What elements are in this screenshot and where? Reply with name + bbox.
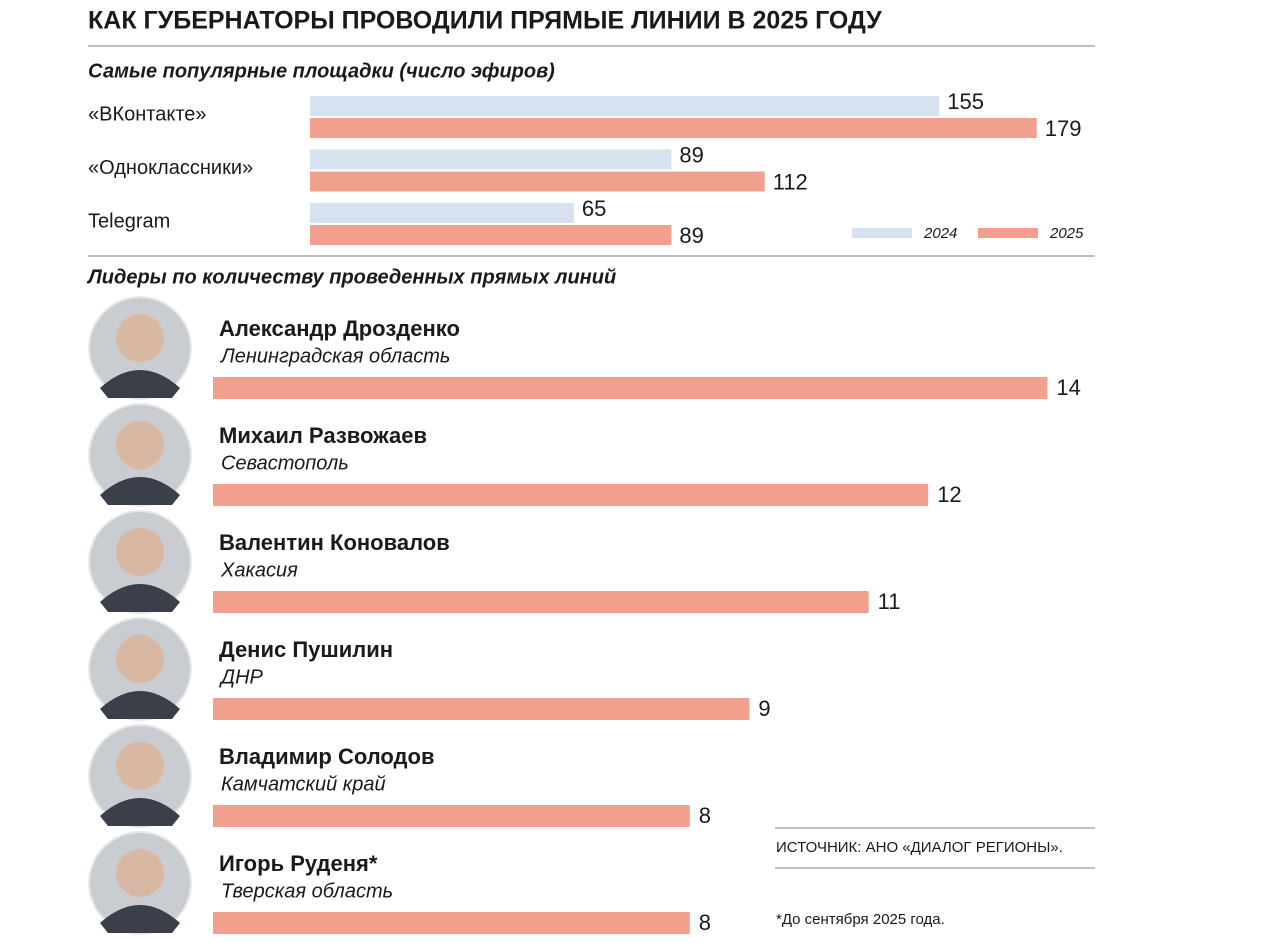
bar: [310, 203, 574, 223]
chart-title: Самые популярные площадки (число эфиров): [88, 60, 555, 82]
leader-name: Денис Пушилин: [219, 637, 393, 662]
legend-label: 2024: [923, 225, 957, 242]
portrait-body: [100, 477, 180, 505]
leader-name: Владимир Солодов: [219, 744, 434, 769]
bar: [310, 225, 672, 245]
legend-label: 2025: [1049, 225, 1084, 242]
portrait-head: [116, 528, 164, 576]
value-label: 89: [679, 223, 703, 248]
bar: [213, 805, 690, 827]
value-label: 9: [758, 696, 770, 721]
value-label: 65: [582, 196, 606, 221]
leader-region: Тверская область: [221, 880, 393, 902]
chart-title: Лидеры по количеству проведенных прямых …: [86, 266, 616, 288]
leader-region: ДНР: [219, 666, 264, 688]
portrait-body: [100, 584, 180, 612]
value-label: 112: [773, 169, 808, 194]
bar: [213, 591, 869, 613]
bar: [310, 96, 940, 116]
bar: [213, 377, 1048, 399]
bar: [310, 149, 672, 170]
bar: [310, 118, 1037, 138]
portrait-body: [100, 905, 180, 933]
bar: [213, 698, 750, 720]
source: ИСТОЧНИК: АНО «ДИАЛОГ РЕГИОНЫ».: [776, 839, 1063, 856]
portrait-head: [116, 421, 164, 469]
leader-name: Валентин Коновалов: [219, 530, 450, 555]
legend-swatch: [852, 228, 912, 238]
leader-region: Ленинградская область: [219, 345, 450, 367]
leader-region: Хакасия: [220, 559, 298, 581]
value-label: 155: [947, 89, 984, 114]
leader-name: Игорь Руденя*: [219, 851, 378, 876]
value-label: 12: [937, 482, 961, 507]
legend-swatch: [978, 228, 1038, 238]
category-label: «ВКонтакте»: [88, 103, 207, 125]
portrait-head: [116, 742, 164, 790]
value-label: 89: [679, 142, 703, 167]
bar: [213, 912, 690, 934]
page-title: КАК ГУБЕРНАТОРЫ ПРОВОДИЛИ ПРЯМЫЕ ЛИНИИ В…: [88, 7, 882, 35]
portrait-head: [116, 635, 164, 683]
portrait-body: [100, 370, 180, 398]
portrait-body: [100, 691, 180, 719]
value-label: 179: [1045, 116, 1082, 141]
footnote: *До сентября 2025 года.: [776, 911, 945, 928]
value-label: 8: [699, 803, 711, 828]
bar: [310, 171, 765, 192]
value-label: 14: [1056, 375, 1080, 400]
leader-name: Михаил Развожаев: [219, 423, 427, 448]
category-label: Telegram: [88, 210, 170, 232]
portrait-head: [116, 314, 164, 362]
leader-region: Камчатский край: [221, 773, 386, 795]
category-label: «Одноклассники»: [88, 157, 253, 179]
portrait-head: [116, 849, 164, 897]
bar: [213, 484, 929, 506]
value-label: 8: [699, 910, 711, 935]
leader-name: Александр Дрозденко: [219, 316, 460, 341]
leader-region: Севастополь: [221, 452, 349, 474]
portrait-body: [100, 798, 180, 826]
value-label: 11: [878, 589, 901, 614]
